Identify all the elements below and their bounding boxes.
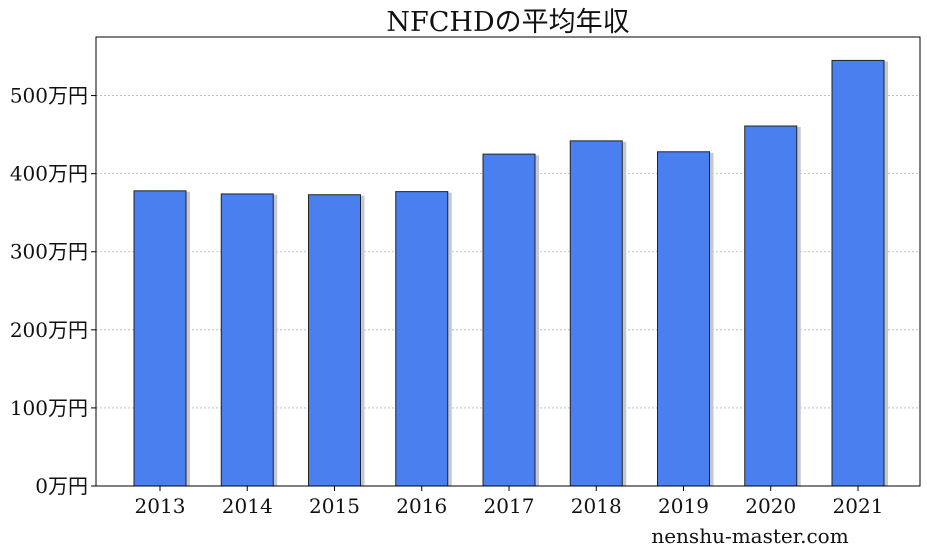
y-tick-label: 0万円 xyxy=(35,474,88,498)
bar-2017 xyxy=(482,153,536,487)
bar-2020 xyxy=(744,125,798,487)
y-axis-ticks: 0万円 100万円 200万円 300万円 400万円 500万円 xyxy=(10,84,96,498)
bar-2013 xyxy=(133,190,187,487)
bar-2016 xyxy=(395,191,449,487)
plot-area-frame xyxy=(95,36,921,487)
watermark: nenshu-master.com xyxy=(651,524,848,548)
x-tick-label: 2018 xyxy=(571,494,622,518)
y-tick-label: 500万円 xyxy=(10,84,88,108)
x-tick-label: 2015 xyxy=(309,494,360,518)
x-axis-ticks: 2013 2014 2015 2016 2017 2018 2019 2020 2021 xyxy=(135,486,884,518)
x-tick-label: 2016 xyxy=(396,494,447,518)
x-tick-label: 2020 xyxy=(745,494,796,518)
x-tick-label: 2014 xyxy=(222,494,273,518)
bar-2021 xyxy=(831,59,885,487)
y-tick-label: 100万円 xyxy=(10,396,88,420)
y-tick-label: 400万円 xyxy=(10,162,88,186)
x-tick-label: 2019 xyxy=(658,494,709,518)
x-tick-label: 2013 xyxy=(135,494,186,518)
x-tick-label: 2017 xyxy=(484,494,535,518)
bar-2019 xyxy=(657,151,710,487)
bar-2018 xyxy=(569,140,623,487)
y-tick-label: 300万円 xyxy=(10,240,88,264)
bars xyxy=(133,59,888,487)
bar-2014 xyxy=(220,193,274,487)
bar-2015 xyxy=(308,194,361,487)
chart-title: NFCHDの平均年収 xyxy=(386,7,629,38)
x-tick-label: 2021 xyxy=(833,494,884,518)
y-tick-label: 200万円 xyxy=(10,318,88,342)
